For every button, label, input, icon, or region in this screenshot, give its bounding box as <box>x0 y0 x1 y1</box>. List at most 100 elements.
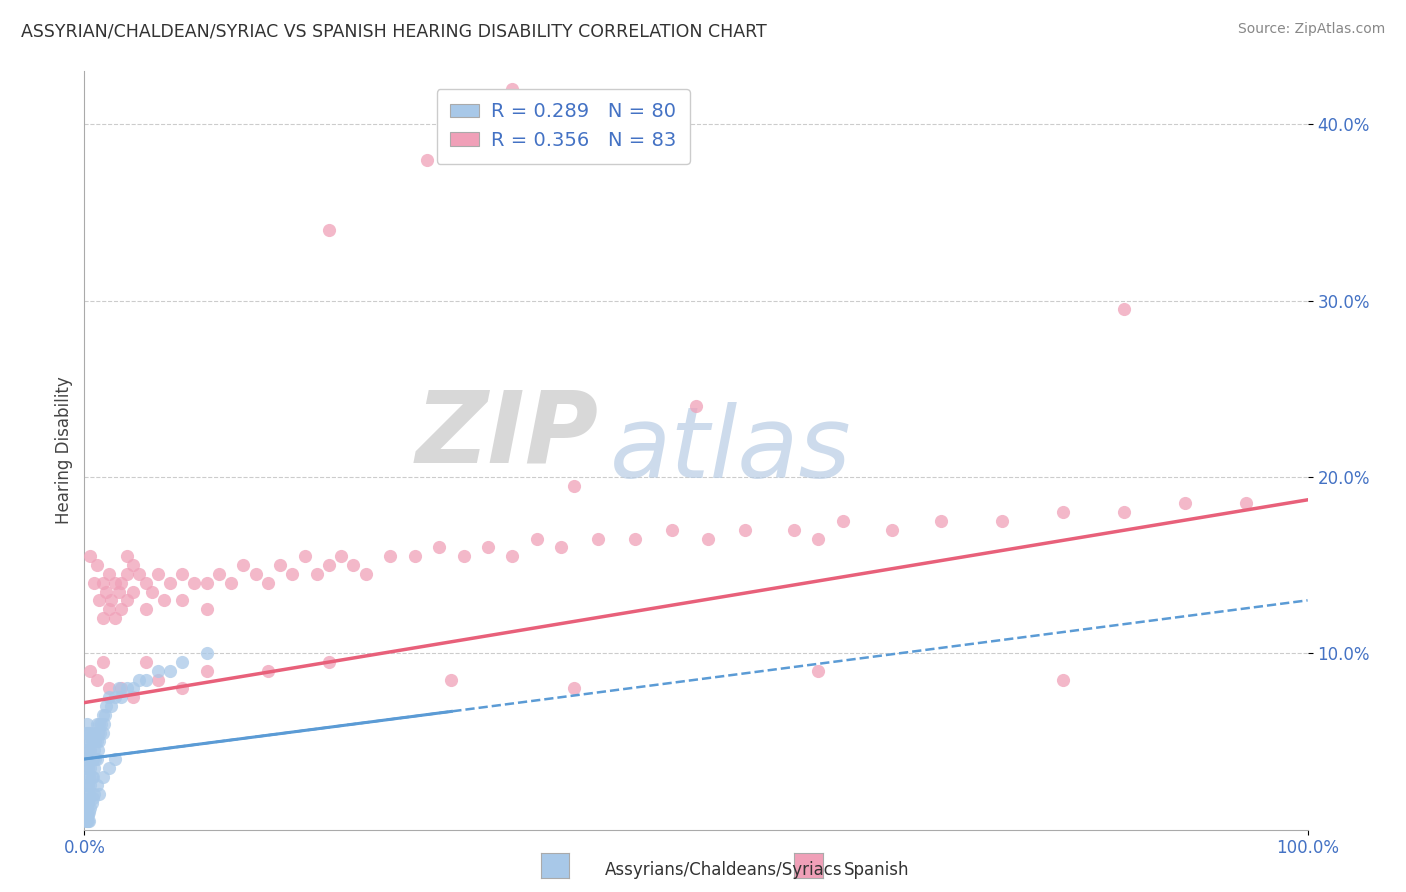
Point <box>75 725 97 739</box>
Point <box>281 566 304 581</box>
Legend: R = 0.289   N = 80, R = 0.356   N = 83: R = 0.289 N = 80, R = 0.356 N = 83 <box>437 88 690 163</box>
Point <box>318 558 340 572</box>
Text: ASSYRIAN/CHALDEAN/SYRIAC VS SPANISH HEARING DISABILITY CORRELATION CHART: ASSYRIAN/CHALDEAN/SYRIAC VS SPANISH HEAR… <box>21 22 766 40</box>
Point <box>453 549 475 564</box>
Point <box>82 752 104 766</box>
Point <box>172 566 194 581</box>
Point <box>97 761 120 775</box>
Point <box>91 575 114 590</box>
Point <box>76 801 98 815</box>
Point <box>104 575 127 590</box>
Point <box>82 790 104 805</box>
Point <box>86 779 108 793</box>
Point <box>107 681 129 696</box>
Point <box>1114 302 1136 317</box>
Point <box>97 681 120 696</box>
Point <box>502 549 524 564</box>
Point <box>89 725 111 739</box>
Point <box>80 734 103 748</box>
Text: Assyrians/Chaldeans/Syriacs: Assyrians/Chaldeans/Syriacs <box>605 861 842 879</box>
Point <box>80 752 103 766</box>
Point <box>104 752 127 766</box>
Point <box>172 593 194 607</box>
Point <box>294 549 316 564</box>
Point <box>257 575 280 590</box>
Point <box>195 602 218 616</box>
Point <box>562 479 585 493</box>
Point <box>76 752 98 766</box>
Point <box>440 673 463 687</box>
Point <box>380 549 402 564</box>
Point <box>84 752 107 766</box>
Point <box>76 787 98 801</box>
Point <box>76 734 98 748</box>
Point <box>80 770 103 784</box>
Point <box>880 523 903 537</box>
Point <box>128 566 150 581</box>
Point <box>685 400 707 414</box>
Point <box>232 558 254 572</box>
Point <box>208 566 231 581</box>
Point <box>929 514 952 528</box>
Y-axis label: Hearing Disability: Hearing Disability <box>55 376 73 524</box>
Point <box>115 549 138 564</box>
Point <box>91 770 114 784</box>
Point <box>76 716 98 731</box>
Point <box>90 716 112 731</box>
Point <box>141 584 163 599</box>
Point <box>86 752 108 766</box>
Point <box>76 770 98 784</box>
Point <box>75 761 97 775</box>
Point <box>783 523 806 537</box>
Point <box>79 664 101 678</box>
Point <box>91 655 114 669</box>
Point <box>1052 505 1074 519</box>
Point <box>354 566 377 581</box>
Point <box>305 566 328 581</box>
Point <box>77 770 100 784</box>
Point <box>104 611 127 625</box>
Point <box>330 549 353 564</box>
Point <box>87 593 110 607</box>
Point <box>91 611 114 625</box>
Point <box>146 673 169 687</box>
Point <box>100 699 122 714</box>
Point <box>807 664 830 678</box>
Point <box>135 602 157 616</box>
Point <box>416 153 439 167</box>
Point <box>77 779 100 793</box>
Point <box>83 787 105 801</box>
Point <box>77 743 100 757</box>
Point <box>342 558 364 572</box>
Point <box>77 787 100 801</box>
Point <box>697 532 720 546</box>
Point <box>115 681 138 696</box>
Point <box>183 575 205 590</box>
Point <box>77 805 100 819</box>
Point <box>219 575 242 590</box>
Point <box>427 541 450 555</box>
Point <box>86 558 108 572</box>
Point <box>135 673 157 687</box>
Point <box>122 690 145 705</box>
Point <box>831 514 853 528</box>
Point <box>86 673 108 687</box>
Point <box>110 602 132 616</box>
Point <box>97 566 120 581</box>
Point <box>110 575 132 590</box>
Point <box>104 690 127 705</box>
Point <box>269 558 291 572</box>
Point <box>195 646 218 660</box>
Point <box>146 664 169 678</box>
Point <box>586 532 609 546</box>
Point <box>318 223 340 237</box>
Point <box>79 779 101 793</box>
Point <box>75 814 97 828</box>
Point <box>83 761 105 775</box>
Point <box>115 566 138 581</box>
Point <box>77 808 100 822</box>
Point <box>135 575 157 590</box>
Point <box>115 593 138 607</box>
Point <box>83 575 105 590</box>
Point <box>79 801 101 815</box>
